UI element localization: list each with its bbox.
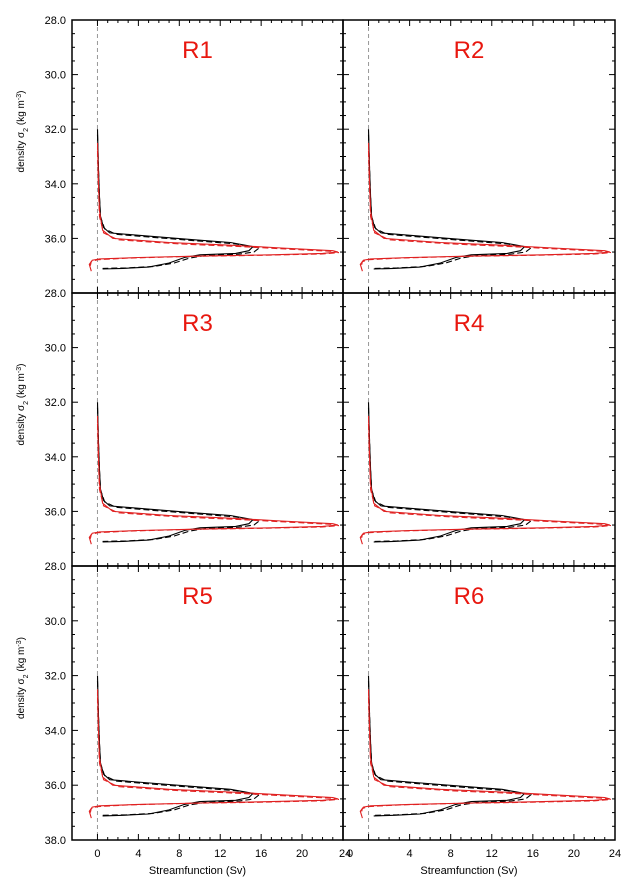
series-line-3: [88, 415, 339, 545]
series-line-3: [359, 415, 611, 545]
x-tick-label: 0: [94, 848, 100, 860]
series-line-4: [360, 423, 612, 539]
panel-r1: R1 28.0 30.0 32.0 34.0 36.0 density σ2 (kg m-3…: [16, 15, 344, 294]
series-line-2: [96, 407, 261, 542]
series-line-4: [360, 150, 612, 266]
panel-label: R2: [454, 37, 485, 64]
panel-label: R5: [182, 583, 213, 610]
series-line-2: [96, 681, 261, 816]
series-line-1: [96, 675, 255, 817]
x-tick-label: 4: [135, 848, 141, 860]
y-tick-label: 28.0: [45, 561, 66, 573]
series-line-4: [360, 697, 612, 813]
series-line-4: [89, 150, 340, 266]
panel-frame: [342, 565, 616, 841]
y-tick-label: 36.0: [45, 233, 66, 245]
series-line-2: [367, 134, 533, 269]
y-axis-label: density σ2 (kg m-3): [16, 91, 30, 173]
series-line-2: [367, 407, 533, 542]
x-tick-label: 20: [296, 848, 308, 860]
panel-r6: R6 0 4 8 12 16 20 24 Streamfunction (Sv): [342, 565, 621, 877]
y-tick-label: 36.0: [45, 780, 66, 792]
y-tick-label: 38.0: [45, 835, 66, 847]
panel-r4: R4: [342, 292, 616, 567]
y-axis-label: density σ2 (kg m-3): [16, 637, 30, 719]
x-tick-label: 0: [347, 848, 353, 860]
y-tick-label: 34.0: [45, 725, 66, 737]
x-tick-label: 16: [255, 848, 267, 860]
series-line-4: [89, 423, 340, 539]
x-tick-label: 8: [448, 848, 454, 860]
panel-label: R6: [454, 583, 485, 610]
panel-label: R1: [182, 37, 213, 64]
x-axis-label: Streamfunction (Sv): [420, 865, 517, 877]
series-line-2: [367, 681, 533, 816]
x-tick-label: 16: [527, 848, 539, 860]
series-line-1: [367, 675, 526, 817]
x-tick-label: 12: [486, 848, 498, 860]
panel-label: R4: [454, 310, 485, 337]
x-tick-label: 12: [214, 848, 226, 860]
series-line-1: [367, 129, 526, 270]
series-line-4: [89, 697, 340, 813]
panel-label: R3: [182, 310, 213, 337]
y-tick-label: 34.0: [45, 179, 66, 191]
panel-r3: R3 28.0 30.0 32.0 34.0 36.0 density σ2 (kg m-3…: [16, 288, 344, 567]
x-axis-label: Streamfunction (Sv): [149, 865, 246, 877]
x-tick-label: 24: [339, 848, 351, 860]
x-tick-label: 20: [568, 848, 580, 860]
panel-r2: R2: [342, 19, 616, 294]
series-line-3: [88, 142, 339, 272]
y-axis-label: density σ2 (kg m-3): [16, 364, 30, 446]
y-tick-label: 32.0: [45, 671, 66, 683]
series-line-1: [367, 402, 526, 543]
x-tick-label: 8: [176, 848, 182, 860]
series-line-3: [359, 142, 611, 272]
series-line-2: [96, 134, 261, 269]
y-tick-label: 28.0: [45, 15, 66, 27]
series-line-3: [359, 689, 611, 819]
y-tick-label: 30.0: [45, 343, 66, 355]
series-line-1: [96, 402, 255, 543]
panel-r5: R5 28.0 30.0 32.0 34.0 36.0 38.0 0 4 8 12 16 20 24 den…: [16, 561, 352, 877]
y-tick-label: 28.0: [45, 288, 66, 300]
y-tick-label: 36.0: [45, 506, 66, 518]
series-line-1: [96, 129, 255, 270]
y-tick-label: 34.0: [45, 452, 66, 464]
x-tick-label: 4: [407, 848, 413, 860]
x-tick-label: 24: [609, 848, 621, 860]
y-tick-label: 32.0: [45, 397, 66, 409]
y-tick-label: 30.0: [45, 616, 66, 628]
series-line-3: [88, 689, 339, 819]
y-tick-label: 30.0: [45, 70, 66, 82]
y-tick-label: 32.0: [45, 124, 66, 136]
